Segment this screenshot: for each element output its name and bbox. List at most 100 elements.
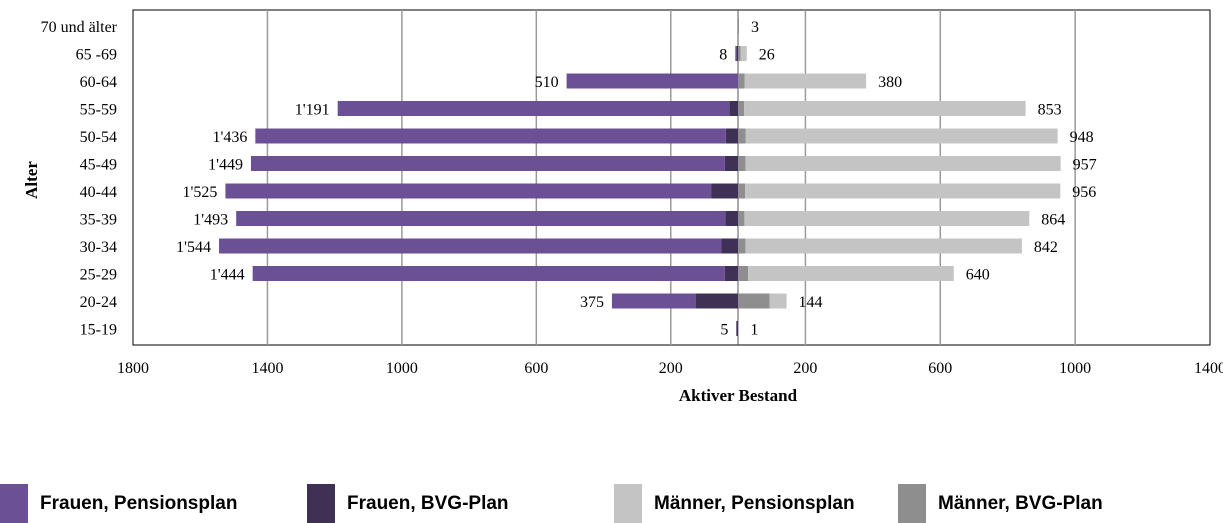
bar-maenner-bvg xyxy=(738,266,749,281)
bar-maenner-bvg xyxy=(738,183,746,199)
legend-swatch-maenner-bvg xyxy=(898,484,926,523)
x-tick-label: 600 xyxy=(524,360,548,377)
bar-frauen-pension xyxy=(611,293,696,309)
x-tick-label: 1000 xyxy=(386,360,418,377)
data-label-left: 1'191 xyxy=(295,102,330,119)
x-tick-label: 1400 xyxy=(1194,360,1223,377)
population-pyramid-chart: 70 und älter 3 65 -69 8 26 60-64 510 380 55-59 1'… xyxy=(22,9,1223,405)
x-tick-label: 1800 xyxy=(117,360,149,377)
bar-maenner-pension xyxy=(744,101,1026,116)
bar-maenner-bvg xyxy=(738,18,740,34)
legend-label-maenner-pensionsplan: Männer, Pensionsplan xyxy=(654,492,855,514)
data-label-left: 1'444 xyxy=(210,267,245,284)
x-tick-label: 600 xyxy=(928,360,952,377)
category-label: 30-34 xyxy=(80,239,117,256)
x-tick-label: 200 xyxy=(793,360,817,377)
data-label-right: 640 xyxy=(966,267,990,284)
bar-maenner-bvg xyxy=(738,73,745,89)
x-axis-title: Aktiver Bestand xyxy=(679,386,798,405)
bar-maenner-pension xyxy=(745,183,1061,199)
bar-frauen-pension xyxy=(255,128,726,144)
legend-label-maenner-bvg: Männer, BVG-Plan xyxy=(938,492,1103,514)
bar-maenner-pension xyxy=(748,266,954,281)
data-label-right: 1 xyxy=(750,322,758,339)
bar-frauen-pension xyxy=(566,73,738,89)
data-label-right: 380 xyxy=(878,74,902,91)
legend-item-maenner-bvg: Männer, BVG-Plan xyxy=(898,484,1103,523)
category-label: 20-24 xyxy=(80,294,117,311)
bar-maenner-bvg xyxy=(738,211,745,226)
data-label-right: 864 xyxy=(1041,212,1065,229)
bar-maenner-bvg xyxy=(738,156,746,171)
category-label: 25-29 xyxy=(80,267,117,284)
data-label-right: 26 xyxy=(759,47,775,64)
y-axis-title: Alter xyxy=(22,161,41,199)
bar-maenner-pension xyxy=(744,73,867,89)
bar-maenner-pension xyxy=(769,293,787,309)
category-label: 45-49 xyxy=(80,157,117,174)
bar-maenner-bvg xyxy=(738,101,745,116)
data-label-left: 1'544 xyxy=(176,239,211,256)
legend-item-frauen-pensionsplan: Frauen, Pensionsplan xyxy=(0,484,237,523)
bar-maenner-pension xyxy=(744,211,1030,226)
data-label-right: 144 xyxy=(799,294,823,311)
bar-frauen-bvg xyxy=(736,321,738,336)
bar-frauen-bvg xyxy=(721,238,738,254)
legend-item-maenner-pensionsplan: Männer, Pensionsplan xyxy=(614,484,855,523)
bar-frauen-pension xyxy=(225,183,712,199)
category-label: 60-64 xyxy=(80,74,117,91)
bar-frauen-bvg xyxy=(724,156,738,171)
data-label-left: 1'493 xyxy=(193,212,228,229)
data-label-left: 375 xyxy=(580,294,604,311)
legend-swatch-maenner-pensionsplan xyxy=(614,484,642,523)
bar-maenner-pension xyxy=(745,128,1058,144)
data-label-right: 948 xyxy=(1070,129,1094,146)
legend-item-frauen-bvg: Frauen, BVG-Plan xyxy=(307,484,509,523)
bar-frauen-pension xyxy=(735,46,737,61)
bar-frauen-bvg xyxy=(725,128,738,144)
data-label-left: 8 xyxy=(719,47,727,64)
bar-frauen-bvg xyxy=(725,211,738,226)
x-tick-label: 1400 xyxy=(251,360,283,377)
data-label-left: 1'436 xyxy=(212,129,247,146)
bar-maenner-bvg xyxy=(738,46,741,61)
category-label: 35-39 xyxy=(80,212,117,229)
data-label-right: 3 xyxy=(751,19,759,36)
bar-maenner-pension xyxy=(740,46,747,61)
bar-frauen-bvg xyxy=(736,46,738,61)
legend-swatch-frauen-pensionsplan xyxy=(0,484,28,523)
bar-maenner-bvg xyxy=(738,293,770,309)
category-label: 15-19 xyxy=(80,322,117,339)
bar-frauen-bvg xyxy=(695,293,738,309)
bar-maenner-bvg xyxy=(738,128,746,144)
bar-maenner-pension xyxy=(745,238,1022,254)
legend: Frauen, Pensionsplan Frauen, BVG-Plan Mä… xyxy=(0,484,1223,523)
data-label-right: 853 xyxy=(1038,102,1062,119)
bar-frauen-pension xyxy=(236,211,726,226)
legend-label-frauen-pensionsplan: Frauen, Pensionsplan xyxy=(40,492,238,514)
data-label-left: 1'449 xyxy=(208,157,243,174)
category-label: 40-44 xyxy=(80,184,117,201)
bar-frauen-bvg xyxy=(724,266,738,281)
x-tick-label: 1000 xyxy=(1059,360,1091,377)
data-label-right: 956 xyxy=(1072,184,1096,201)
bar-frauen-pension xyxy=(252,266,725,281)
bar-frauen-pension xyxy=(250,156,725,171)
data-label-left: 510 xyxy=(535,74,559,91)
legend-label-frauen-bvg: Frauen, BVG-Plan xyxy=(347,492,509,514)
category-label: 50-54 xyxy=(80,129,117,146)
data-label-right: 842 xyxy=(1034,239,1058,256)
data-label-left: 5 xyxy=(720,322,728,339)
bar-frauen-pension xyxy=(337,101,730,116)
data-label-left: 1'525 xyxy=(183,184,218,201)
category-label: 70 und älter xyxy=(41,19,118,36)
bar-frauen-bvg xyxy=(711,183,738,199)
bar-maenner-bvg xyxy=(738,238,746,254)
bar-frauen-bvg xyxy=(729,101,738,116)
category-label: 55-59 xyxy=(80,102,117,119)
bar-frauen-pension xyxy=(219,238,722,254)
bar-maenner-pension xyxy=(745,156,1061,171)
x-tick-label: 200 xyxy=(659,360,683,377)
data-label-right: 957 xyxy=(1073,157,1097,174)
legend-swatch-frauen-bvg xyxy=(307,484,335,523)
